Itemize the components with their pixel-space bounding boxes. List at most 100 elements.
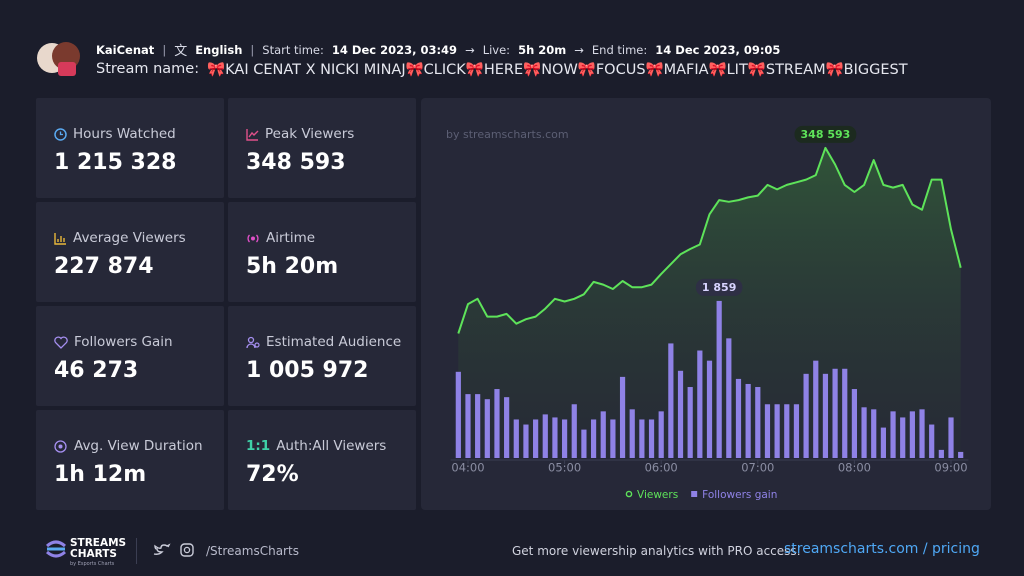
bar: [600, 411, 606, 458]
stat-label: Estimated Audience: [266, 334, 402, 350]
bar: [484, 399, 490, 458]
x-tick-label: 08:00: [838, 461, 871, 475]
end-label: End time:: [591, 42, 648, 57]
data-label: 1 859: [702, 281, 736, 294]
bar: [542, 414, 548, 458]
bar: [822, 373, 829, 458]
stat-value: 227 874: [54, 254, 154, 279]
bar: [813, 360, 819, 458]
icon: [246, 128, 259, 141]
x-tick-label: 05:00: [548, 461, 581, 475]
watermark: by streamscharts.com: [446, 128, 569, 141]
stream-name-label: Stream name:: [96, 61, 200, 77]
stream-name-row: Stream name: 🎀KAI CENAT X NICKI MINAJ🎀CL…: [96, 61, 908, 78]
stat-value: 72%: [246, 462, 299, 487]
bar: [784, 404, 790, 458]
divider: [136, 538, 137, 564]
x-tick-label: 07:00: [741, 461, 774, 475]
bar: [900, 417, 906, 458]
x-tick-label: 04:00: [451, 461, 484, 475]
bar: [735, 378, 742, 458]
icon: [247, 234, 259, 242]
x-tick-label: 06:00: [645, 461, 678, 475]
stat-value: 5h 20m: [246, 254, 339, 279]
peak-annotation: 348 593: [794, 125, 857, 143]
icon: [54, 439, 67, 453]
icon: [54, 335, 68, 349]
stat-label: Hours Watched: [73, 126, 176, 142]
stat-value: 1h 12m: [54, 462, 147, 487]
bar: [581, 429, 587, 458]
brand: STREAMS CHARTS: [70, 537, 127, 560]
promo: Get more viewership analytics with PRO a…: [512, 544, 801, 558]
stat-label: Peak Viewers: [265, 126, 355, 142]
separator: |: [250, 42, 255, 57]
brand-logo: [46, 540, 66, 558]
bar: [880, 427, 886, 458]
pricing-link[interactable]: streamscharts.com / pricing: [784, 541, 980, 557]
bar: [648, 419, 655, 458]
icon: [54, 232, 66, 245]
brand-tagline: by Esports Charts: [70, 561, 115, 567]
bar: [629, 409, 635, 458]
bar: [687, 387, 693, 458]
bar: [938, 449, 944, 458]
bar: [832, 368, 838, 458]
bar: [639, 419, 645, 458]
annotation-box: [794, 125, 857, 143]
stat-card: Avg. View Duration 1h 12m: [36, 410, 224, 510]
legend-marker: [691, 491, 698, 497]
icon: [246, 336, 260, 348]
bar: [919, 409, 925, 458]
start-label: Start time:: [262, 42, 324, 57]
legend-marker: [625, 490, 633, 498]
stat-card: Airtime 5h 20m: [228, 202, 416, 302]
bar: [726, 338, 732, 458]
bar: [948, 417, 954, 458]
bar: [668, 343, 674, 458]
stat-card: Estimated Audience 1 005 972: [228, 306, 416, 406]
line: [457, 146, 962, 334]
data-label: 348 593: [801, 128, 851, 141]
avatar: [37, 42, 80, 76]
bar: [745, 383, 751, 458]
x-tick-label: 09:00: [934, 461, 967, 475]
bar: [803, 373, 809, 458]
bar: [523, 424, 529, 458]
bar: [842, 368, 848, 458]
stat-label: Avg. View Duration: [74, 438, 203, 454]
stat-card: Average Viewers 227 874: [36, 202, 224, 302]
language: English: [195, 42, 243, 57]
stat-label: Average Viewers: [73, 230, 186, 246]
annotation-box: [695, 278, 743, 296]
bar: [455, 371, 461, 458]
bar: [677, 370, 684, 458]
live-label: Live:: [482, 42, 511, 57]
legend-label: Followers gain: [702, 489, 777, 501]
social-handle: /StreamsCharts: [206, 544, 299, 558]
start-time: 14 Dec 2023, 03:49: [331, 42, 458, 57]
stat-value: 46 273: [54, 358, 139, 383]
separator: |: [162, 42, 167, 57]
bar: [504, 397, 510, 458]
bar: [716, 300, 722, 458]
arrow: →: [574, 42, 584, 57]
icon: [54, 127, 67, 141]
bar: [909, 411, 915, 458]
stat-label: Airtime: [266, 230, 316, 246]
stat-card: 1:1 Auth:All Viewers 72%: [228, 410, 416, 510]
bar: [871, 409, 877, 458]
legend-label: Viewers: [637, 489, 678, 501]
bar: [590, 419, 597, 458]
bar: [851, 389, 858, 458]
stat-label: Followers Gain: [74, 334, 173, 350]
bar: [697, 350, 703, 458]
bar: [513, 419, 519, 458]
bar: [929, 424, 935, 458]
bar: [706, 360, 713, 458]
stat-card: Followers Gain 46 273: [36, 306, 224, 406]
bar: [610, 419, 616, 458]
bar: [658, 411, 664, 458]
bar: [475, 394, 481, 458]
